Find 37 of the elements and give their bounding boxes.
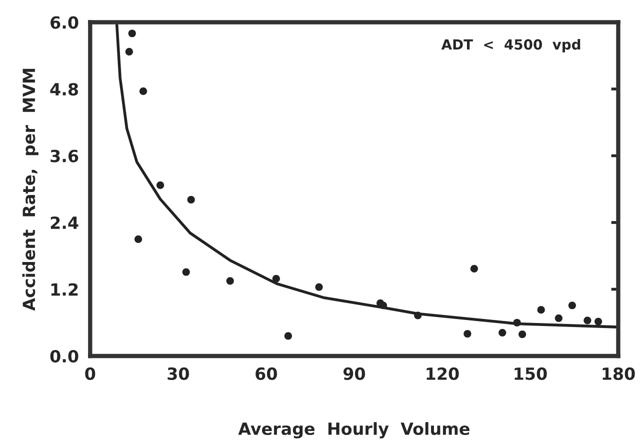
point [182,268,190,276]
point [125,48,133,56]
annotation: ADT < 4500 vpd [441,38,580,52]
y-tick-label: 6.0 [50,16,78,29]
point [584,316,592,324]
point [537,306,545,314]
point [128,30,136,38]
point [594,318,602,326]
y-tick-label: 4.8 [50,82,78,96]
point [554,314,562,322]
x-tick-label: 150 [514,367,547,380]
point [156,181,164,190]
point [568,302,576,310]
point [134,235,142,243]
point [498,328,506,336]
x-tick-label: 90 [343,367,365,380]
x-tick-label: 0 [85,367,96,380]
y-tick-label: 3.6 [50,150,78,162]
line-series [115,24,618,328]
point [284,332,292,340]
point [464,330,472,338]
x-tick-label: 30 [168,367,189,380]
point [315,283,323,291]
x-tick-label: 180 [602,367,635,380]
point [226,277,234,285]
point [470,264,478,272]
y-tick-label: 1.2 [51,283,78,296]
y-axis-title: Accident Rate, per MVM [22,68,38,311]
x-tick-label: 60 [256,367,277,380]
point [518,330,526,338]
y-tick-label: 0.0 [50,350,78,363]
point [272,274,280,282]
y-tick-label: 2.4 [50,216,78,229]
point [139,87,148,96]
point [187,196,195,204]
x-tick-label: 120 [426,367,459,380]
x-axis-title: Average Hourly Volume [238,422,470,438]
